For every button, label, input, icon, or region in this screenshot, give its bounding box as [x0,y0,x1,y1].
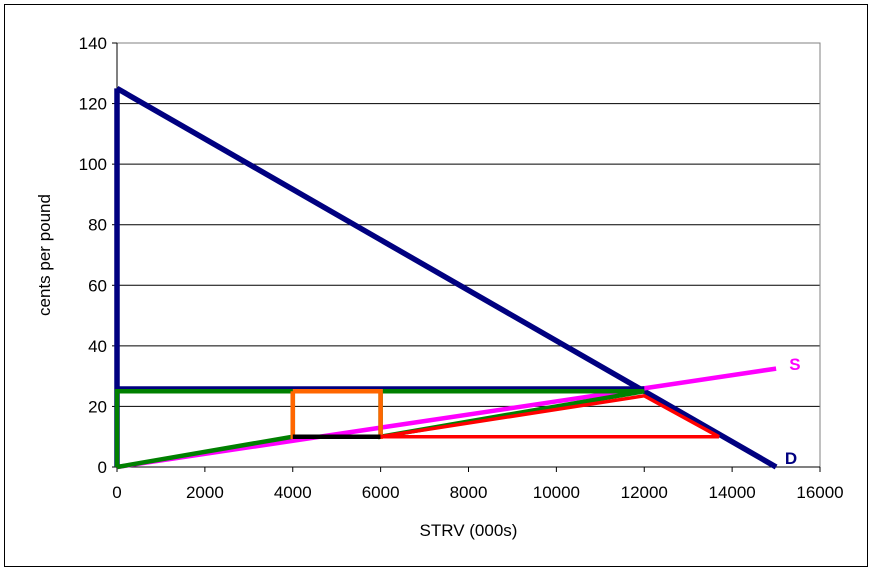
y-tick-label: 80 [88,216,107,235]
y-tick-label: 100 [79,155,107,174]
x-tick-label: 12000 [621,483,668,502]
x-axis-label: STRV (000s) [420,521,518,540]
x-tick-label: 8000 [450,483,488,502]
gridlines [117,42,820,407]
axes [112,42,821,472]
y-axis-label: cents per pound [35,194,54,316]
y-tick-label: 140 [79,34,107,53]
y-tick-label: 40 [88,337,107,356]
series-line-s [116,366,777,470]
curve-label-d: D [785,449,797,468]
y-tick-label: 20 [88,397,107,416]
curve-label-s: S [789,355,800,374]
x-tick-label: 0 [112,483,121,502]
series-line [114,389,645,467]
y-tick-label: 60 [88,276,107,295]
y-tick-label: 120 [79,95,107,114]
series-lines [114,86,778,470]
y-tick-label: 0 [98,458,107,477]
x-tick-label: 2000 [186,483,224,502]
curve-labels: SD [785,355,801,468]
series-line [380,393,720,439]
tick-labels: 0 20 40 60 80 100 120 140 0 2000 4000 6000 8000 10000… [79,34,844,502]
x-tick-label: 4000 [274,483,312,502]
x-tick-label: 6000 [362,483,400,502]
x-tick-label: 16000 [796,483,843,502]
x-tick-label: 10000 [533,483,580,502]
x-tick-label: 14000 [708,483,755,502]
plot-area [116,42,821,468]
series-line-d [115,86,778,470]
